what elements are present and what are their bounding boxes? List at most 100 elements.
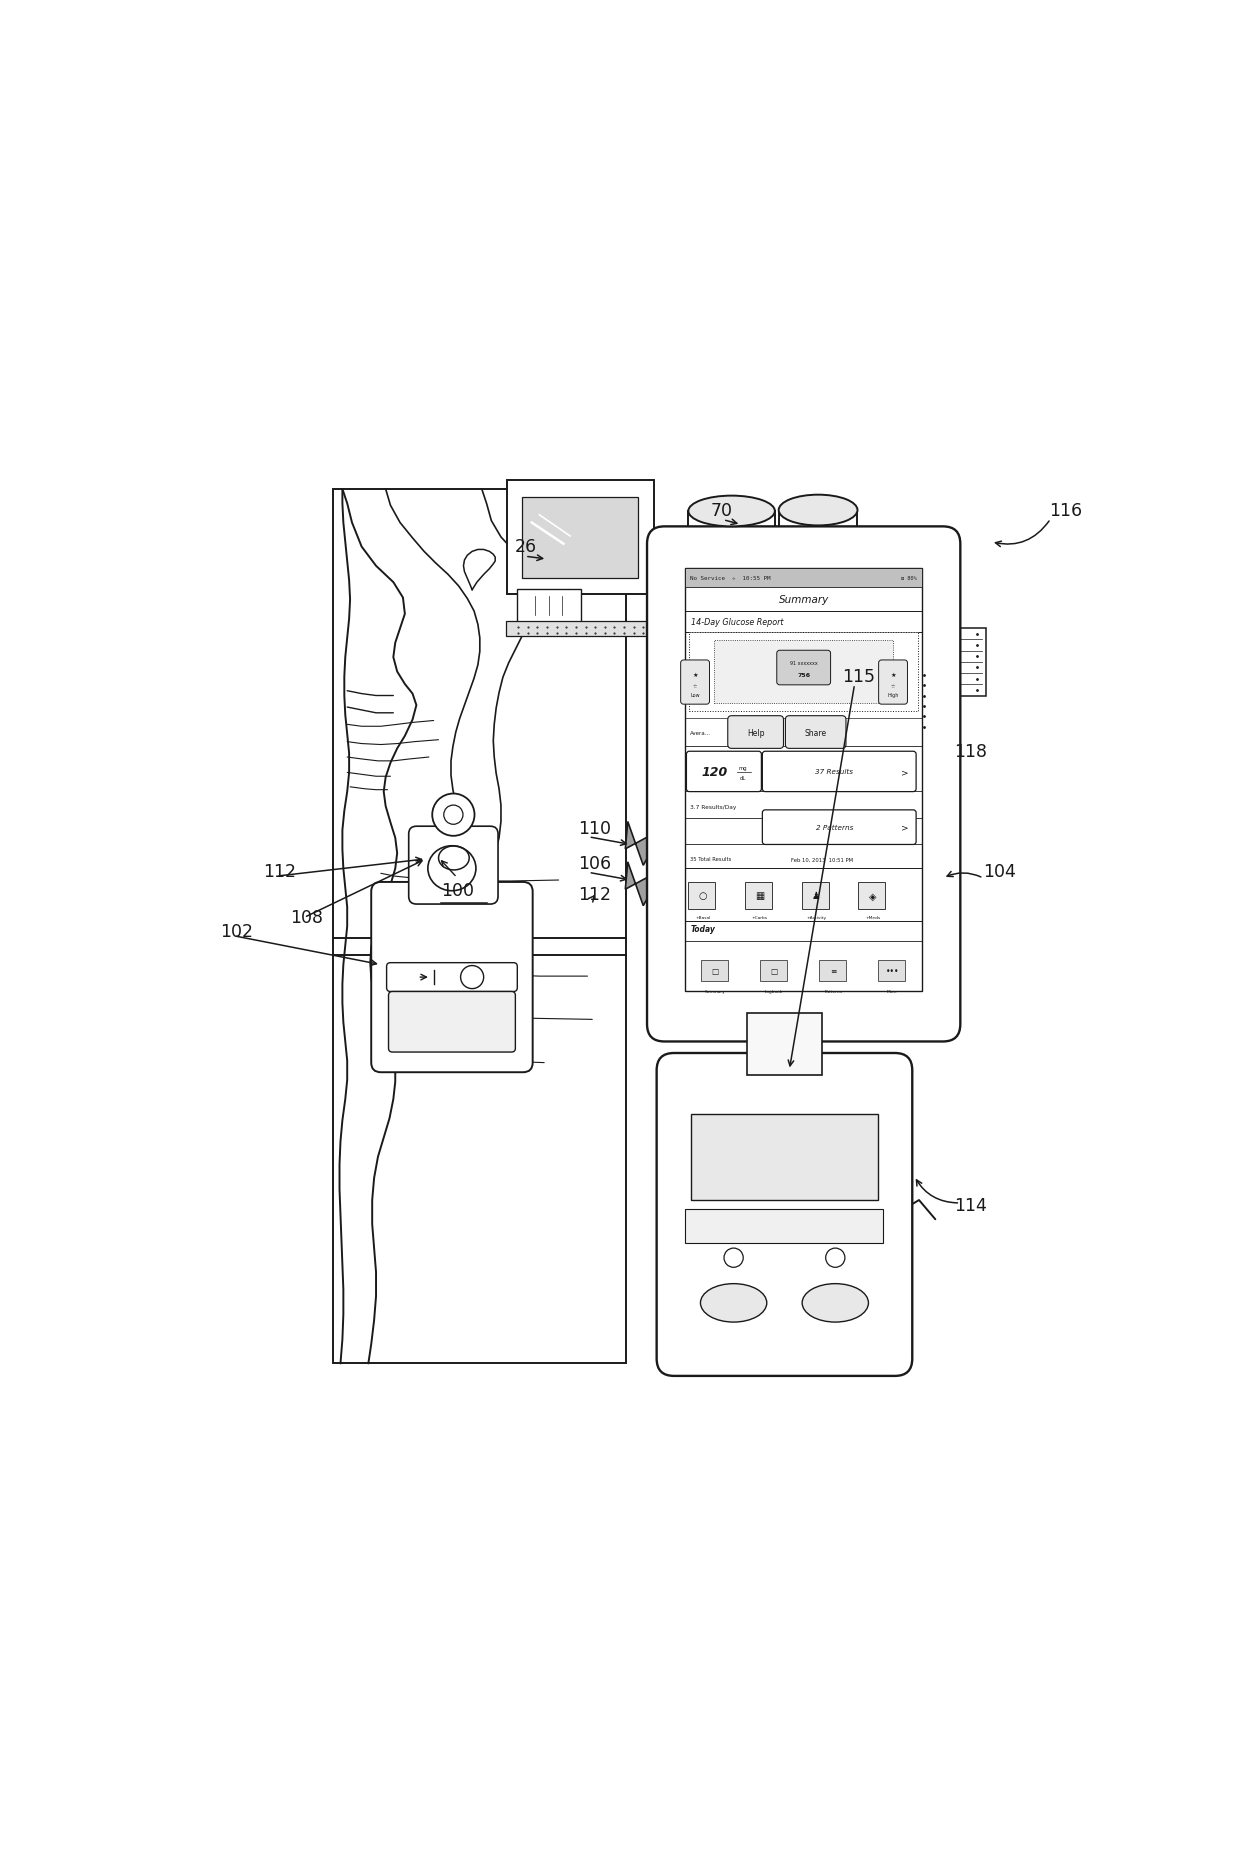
Text: 120: 120 (701, 766, 728, 779)
Text: Patterns: Patterns (825, 989, 842, 993)
Ellipse shape (701, 1285, 766, 1322)
FancyBboxPatch shape (728, 715, 784, 749)
Text: Summary: Summary (779, 594, 828, 605)
Text: 114: 114 (955, 1197, 987, 1214)
FancyBboxPatch shape (776, 652, 831, 686)
Text: 91 xxxxxxx: 91 xxxxxxx (790, 661, 817, 667)
Text: >: > (900, 768, 909, 777)
FancyBboxPatch shape (647, 526, 960, 1041)
Bar (688, 511, 775, 599)
Bar (688, 882, 715, 910)
Text: 110: 110 (578, 820, 611, 837)
Ellipse shape (663, 614, 684, 642)
Circle shape (851, 699, 862, 710)
Text: 112: 112 (263, 863, 295, 880)
Bar (691, 1114, 878, 1201)
FancyBboxPatch shape (371, 882, 533, 1073)
Circle shape (826, 1249, 844, 1268)
Text: Share: Share (805, 729, 826, 738)
Text: ★: ★ (692, 672, 698, 678)
FancyBboxPatch shape (763, 751, 916, 792)
Bar (924, 629, 986, 697)
Text: 3.7 Results/Day: 3.7 Results/Day (691, 804, 737, 809)
Text: ○: ○ (698, 892, 707, 901)
Text: 37 Results: 37 Results (816, 770, 853, 775)
FancyBboxPatch shape (687, 751, 761, 792)
FancyBboxPatch shape (387, 963, 517, 993)
Text: More: More (887, 989, 898, 993)
Text: 2 Patterns: 2 Patterns (816, 824, 853, 832)
Bar (686, 568, 921, 991)
FancyBboxPatch shape (785, 715, 846, 749)
Text: 108: 108 (290, 908, 324, 927)
Text: □: □ (770, 966, 777, 976)
Ellipse shape (751, 646, 789, 671)
Bar (745, 882, 773, 910)
Bar (686, 1210, 883, 1244)
Ellipse shape (802, 1285, 868, 1322)
Bar (746, 1013, 822, 1075)
Text: 100: 100 (441, 882, 475, 899)
Text: Summary: Summary (704, 989, 725, 993)
Text: 35 Total Results: 35 Total Results (691, 858, 732, 862)
Text: 112: 112 (578, 886, 611, 905)
FancyBboxPatch shape (409, 826, 498, 905)
FancyBboxPatch shape (657, 1053, 913, 1377)
Text: ♟: ♟ (812, 892, 821, 901)
Text: 70: 70 (711, 502, 733, 519)
FancyBboxPatch shape (424, 833, 484, 884)
Text: High: High (888, 693, 899, 699)
Bar (818, 961, 846, 981)
Text: 118: 118 (955, 744, 987, 760)
FancyBboxPatch shape (517, 590, 580, 622)
Bar (760, 961, 786, 981)
Text: Low: Low (691, 693, 699, 699)
Text: Logbook: Logbook (765, 989, 784, 993)
Text: >: > (900, 824, 909, 832)
Text: 106: 106 (578, 856, 611, 873)
Bar (714, 641, 893, 704)
FancyBboxPatch shape (507, 481, 653, 594)
Text: mg: mg (739, 766, 748, 770)
Text: Today: Today (691, 925, 715, 933)
Text: ⊟ 80%: ⊟ 80% (901, 575, 918, 581)
FancyBboxPatch shape (879, 661, 908, 704)
Text: ▦: ▦ (755, 892, 764, 901)
Text: □: □ (712, 966, 719, 976)
Text: dL: dL (740, 775, 746, 781)
Text: ◈: ◈ (869, 892, 877, 901)
Text: No Service  ☆  10:55 PM: No Service ☆ 10:55 PM (691, 575, 771, 581)
Bar (802, 882, 828, 910)
Bar (779, 511, 858, 586)
Text: ☆: ☆ (693, 684, 697, 689)
Text: ☆: ☆ (890, 684, 895, 689)
FancyBboxPatch shape (388, 993, 516, 1053)
Text: +Meds: +Meds (866, 916, 880, 920)
Bar (878, 961, 905, 981)
Text: 116: 116 (1049, 502, 1081, 519)
Text: 102: 102 (221, 922, 253, 940)
Text: 104: 104 (983, 863, 1017, 880)
Text: Help: Help (746, 729, 764, 738)
Text: 14-Day Glucose Report: 14-Day Glucose Report (691, 618, 784, 627)
Polygon shape (625, 862, 704, 910)
Text: ★: ★ (890, 672, 895, 678)
Text: 115: 115 (842, 669, 875, 686)
Bar (522, 498, 639, 579)
Text: +Carbs: +Carbs (751, 916, 768, 920)
Text: •••: ••• (885, 966, 899, 976)
Text: Avera...: Avera... (691, 730, 712, 734)
Text: 26: 26 (515, 538, 537, 556)
Text: +Activity: +Activity (806, 916, 826, 920)
Ellipse shape (779, 494, 858, 526)
Circle shape (724, 1249, 743, 1268)
Bar (506, 622, 655, 637)
Polygon shape (625, 822, 704, 869)
Text: Feb 10, 2013  10:51 PM: Feb 10, 2013 10:51 PM (791, 858, 853, 862)
Text: 756: 756 (797, 672, 810, 678)
Bar (689, 633, 918, 712)
Bar (857, 586, 919, 657)
Text: ≡: ≡ (830, 966, 837, 976)
Bar (701, 961, 728, 981)
FancyBboxPatch shape (681, 661, 709, 704)
